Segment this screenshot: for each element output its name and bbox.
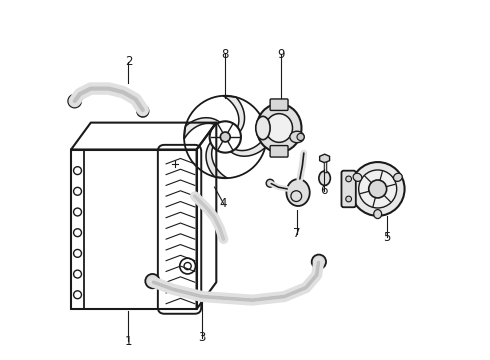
Text: 3: 3 — [198, 331, 206, 344]
Circle shape — [351, 162, 405, 216]
Polygon shape — [229, 135, 267, 156]
Circle shape — [210, 121, 241, 153]
Circle shape — [312, 255, 326, 269]
Text: 4: 4 — [220, 197, 227, 210]
Circle shape — [368, 180, 387, 198]
Circle shape — [297, 134, 304, 140]
Circle shape — [137, 105, 148, 117]
Ellipse shape — [287, 179, 310, 206]
Ellipse shape — [353, 173, 362, 181]
Ellipse shape — [374, 210, 382, 219]
Ellipse shape — [256, 116, 270, 140]
Ellipse shape — [319, 171, 330, 185]
Circle shape — [359, 170, 397, 208]
Text: 5: 5 — [383, 231, 391, 244]
Circle shape — [346, 176, 351, 182]
Text: 9: 9 — [277, 48, 285, 61]
FancyBboxPatch shape — [270, 145, 288, 157]
Text: 2: 2 — [124, 55, 132, 68]
Polygon shape — [184, 118, 222, 139]
Ellipse shape — [257, 104, 301, 152]
Circle shape — [346, 196, 351, 202]
Circle shape — [68, 95, 81, 108]
Ellipse shape — [266, 114, 293, 142]
Polygon shape — [223, 96, 245, 134]
Circle shape — [146, 274, 160, 288]
Polygon shape — [319, 154, 330, 163]
FancyBboxPatch shape — [270, 99, 288, 111]
Ellipse shape — [290, 131, 304, 143]
Text: 7: 7 — [293, 227, 301, 240]
Ellipse shape — [393, 173, 402, 181]
Text: 1: 1 — [124, 335, 132, 348]
Circle shape — [266, 179, 274, 187]
Polygon shape — [206, 140, 227, 178]
FancyBboxPatch shape — [342, 171, 356, 207]
Text: 6: 6 — [320, 184, 328, 197]
Circle shape — [220, 132, 230, 142]
Text: 8: 8 — [221, 48, 229, 61]
